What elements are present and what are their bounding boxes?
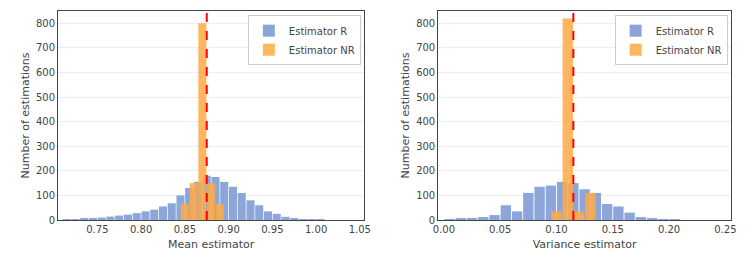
svg-text:700: 700 — [36, 42, 55, 53]
svg-text:100: 100 — [416, 190, 435, 201]
svg-text:100: 100 — [36, 190, 55, 201]
svg-text:300: 300 — [416, 141, 435, 152]
svg-text:600: 600 — [36, 67, 55, 78]
svg-text:200: 200 — [36, 165, 55, 176]
svg-text:0.00: 0.00 — [433, 224, 455, 235]
svg-text:Variance estimator: Variance estimator — [533, 238, 637, 251]
svg-text:500: 500 — [36, 92, 55, 103]
svg-text:800: 800 — [36, 18, 55, 29]
svg-text:500: 500 — [416, 92, 435, 103]
svg-text:300: 300 — [36, 141, 55, 152]
svg-text:Number of estimations: Number of estimations — [19, 52, 32, 178]
svg-text:400: 400 — [36, 116, 55, 127]
svg-text:0.20: 0.20 — [658, 224, 680, 235]
svg-text:1.05: 1.05 — [349, 224, 371, 235]
svg-text:200: 200 — [416, 165, 435, 176]
svg-text:600: 600 — [416, 67, 435, 78]
svg-text:0.15: 0.15 — [602, 224, 624, 235]
svg-text:0.75: 0.75 — [86, 224, 108, 235]
svg-text:0.85: 0.85 — [174, 224, 196, 235]
svg-text:0.25: 0.25 — [714, 224, 736, 235]
svg-text:Mean estimator: Mean estimator — [168, 238, 255, 251]
svg-text:0.05: 0.05 — [489, 224, 511, 235]
svg-text:Estimator R: Estimator R — [289, 26, 347, 37]
svg-text:Estimator NR: Estimator NR — [289, 45, 355, 56]
svg-text:0: 0 — [429, 215, 435, 226]
svg-text:0.90: 0.90 — [217, 224, 239, 235]
svg-text:0.10: 0.10 — [545, 224, 567, 235]
svg-text:700: 700 — [416, 42, 435, 53]
svg-text:400: 400 — [416, 116, 435, 127]
svg-text:0.80: 0.80 — [130, 224, 152, 235]
svg-text:Number of estimations: Number of estimations — [399, 52, 412, 178]
svg-text:Estimator NR: Estimator NR — [656, 45, 722, 56]
svg-text:1.00: 1.00 — [305, 224, 327, 235]
svg-text:0: 0 — [49, 215, 55, 226]
svg-text:800: 800 — [416, 18, 435, 29]
svg-text:Estimator R: Estimator R — [656, 26, 714, 37]
svg-text:0.95: 0.95 — [261, 224, 283, 235]
